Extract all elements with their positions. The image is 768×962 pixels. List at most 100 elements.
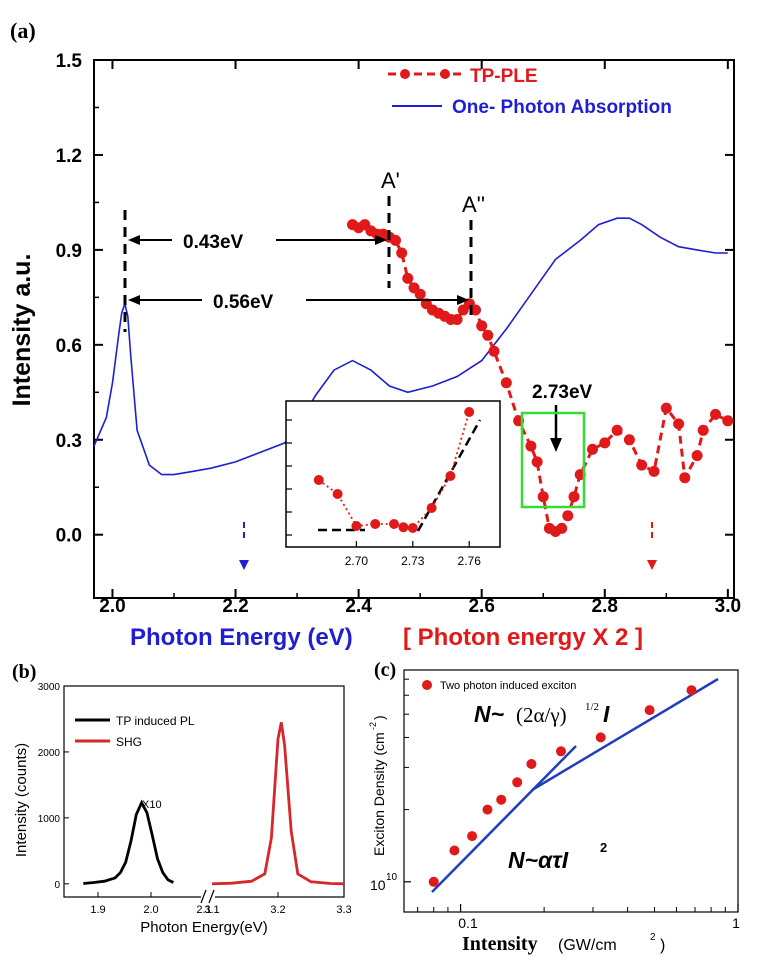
inset-point xyxy=(398,522,409,533)
x-tick-label: 2.2 xyxy=(222,596,248,617)
panel-b: (b) 1.9 2.0 2.13.1 3.2 3.3 0 1000 2000 3000 Inte… xyxy=(12,661,352,936)
inset-point xyxy=(313,475,324,485)
y-tick-label: 1.5 xyxy=(56,51,83,72)
tp-ple-point xyxy=(636,459,648,471)
y-tick-label: 0.9 xyxy=(56,241,82,262)
dip-label-273: 2.73eV xyxy=(532,382,593,403)
formula-top-exp: 1/2 xyxy=(585,701,599,713)
legend-tp-ple-dot xyxy=(400,69,410,79)
b-x-tick-label: 3.2 xyxy=(270,904,285,916)
x-tick-label: 2.6 xyxy=(468,596,494,617)
spacing-label-043: 0.43eV xyxy=(183,232,244,253)
tp-ple-point xyxy=(476,320,488,332)
panel-c: (c) 0.1 1 10 10 Intensity (GW/cm 2 ) Exc… xyxy=(368,659,740,955)
b-x-tick-label: 2.0 xyxy=(143,904,158,916)
tp-ple-point xyxy=(697,424,709,436)
exciton-density-point xyxy=(526,759,537,769)
legend-exciton-marker xyxy=(422,680,432,690)
dip-highlight-box xyxy=(520,411,586,509)
tp-ple-point xyxy=(611,424,623,436)
y-tick-label: 0.3 xyxy=(56,431,82,452)
x-tick-label: 3.0 xyxy=(715,596,741,617)
panel-a-ticks xyxy=(94,59,734,598)
formula-top-prefix: N~ xyxy=(474,701,504,727)
formula-bottom-exp: 2 xyxy=(600,840,607,855)
spacing-label-056: 0.56eV xyxy=(213,292,274,313)
inset-x-tick-label: 2.73 xyxy=(401,554,425,568)
pl-scale-annotation: X10 xyxy=(142,799,162,811)
series-line-shg xyxy=(211,722,345,886)
y-tick-label: 1.2 xyxy=(56,146,82,167)
tp-ple-point xyxy=(722,415,734,427)
inset: 2.70 2.73 2.76 xyxy=(285,400,501,568)
panel-c-ylabel: Exciton Density (cm xyxy=(371,732,387,856)
y-tick-label: 0.6 xyxy=(56,336,82,357)
inset-point xyxy=(389,519,399,529)
tp-ple-point xyxy=(390,234,401,246)
tp-ple-point xyxy=(660,402,672,414)
panel-c-ticks xyxy=(404,678,739,912)
blue-indicator-arrow-icon xyxy=(239,560,249,570)
exciton-density-point xyxy=(482,804,493,815)
tp-ple-point xyxy=(556,522,568,534)
panel-b-ylabel: Intensity (counts) xyxy=(13,743,30,857)
peak-label-a-double-prime: A'' xyxy=(462,192,485,217)
formula-top-suffix: I xyxy=(603,701,610,727)
tp-ple-point xyxy=(396,247,408,259)
series-line-tp-induced-pl xyxy=(83,799,175,885)
exciton-density-point xyxy=(428,876,439,887)
tp-ple-point xyxy=(568,491,580,503)
panel-c-xlabel-unit-exp: 2 xyxy=(650,932,656,943)
tp-ple-point xyxy=(537,491,549,503)
axis-break-mark xyxy=(200,889,207,904)
tp-ple-point xyxy=(451,314,463,325)
b-y-tick-label: 2000 xyxy=(38,748,61,759)
x-tick-label: 2.8 xyxy=(592,596,618,617)
arrow-043-left-head-icon xyxy=(128,235,140,245)
tp-ple-point xyxy=(679,472,691,484)
panel-c-ylabel-close: ) xyxy=(371,715,387,720)
formula-bottom: N~ατI xyxy=(508,847,569,873)
tp-ple-point xyxy=(482,329,494,341)
inset-point xyxy=(407,523,418,533)
tp-ple-point xyxy=(599,437,611,449)
b-x-tick-label: 3.3 xyxy=(336,904,351,916)
panel-c-xlabel: Intensity xyxy=(462,933,538,955)
inset-x-tick-label: 2.70 xyxy=(345,554,369,568)
inset-series-line xyxy=(318,411,471,529)
inset-point xyxy=(351,521,362,531)
x-tick-label: 2.0 xyxy=(99,596,125,617)
x-tick-label: 2.4 xyxy=(345,596,372,617)
legend-absorption-label: One- Photon Absorption xyxy=(452,97,672,118)
legend-exciton-label: Two photon induced exciton xyxy=(440,680,576,692)
exciton-density-point xyxy=(595,732,606,743)
inset-point xyxy=(370,519,381,529)
tp-ple-point xyxy=(648,465,660,477)
tp-ple-point xyxy=(623,434,635,446)
tp-ple-point xyxy=(587,443,598,455)
inset-x-tick-label: 2.76 xyxy=(458,554,482,568)
panel-a-tick-labels: 2.0 2.2 2.4 2.6 2.8 3.0 0.0 0.3 0.6 0.9 1.2 1.5 xyxy=(56,51,741,617)
panel-a-ylabel: Intensity a.u. xyxy=(8,254,36,407)
panel-a-xlabel-secondary: [ Photon energy X 2 ] xyxy=(403,624,643,651)
panel-c-xtick-label: 1 xyxy=(732,915,740,931)
arrow-043-right-head-icon xyxy=(375,235,387,245)
panel-a-label: (a) xyxy=(10,18,36,43)
panel-b-frame xyxy=(63,685,345,898)
legend-shg-label: SHG xyxy=(116,735,142,749)
panel-c-ytick-exp: 10 xyxy=(386,872,398,883)
b-x-tick-label: 1.9 xyxy=(90,904,105,916)
b-x-tick-label: 3.1 xyxy=(204,904,219,916)
y-tick-label: 0.0 xyxy=(56,526,82,547)
legend-tp-ple-dot xyxy=(440,69,450,79)
tp-ple-point xyxy=(673,418,685,430)
b-y-tick-label: 1000 xyxy=(38,814,61,825)
inset-point xyxy=(445,471,456,481)
inset-point xyxy=(464,407,475,417)
panel-c-ylabel-exp: -2 xyxy=(368,722,378,730)
arrow-056-left-head-icon xyxy=(128,295,140,305)
inset-series-points xyxy=(313,407,475,533)
exciton-density-point xyxy=(467,831,478,842)
b-x-tick-label: 2.1 xyxy=(196,904,211,916)
